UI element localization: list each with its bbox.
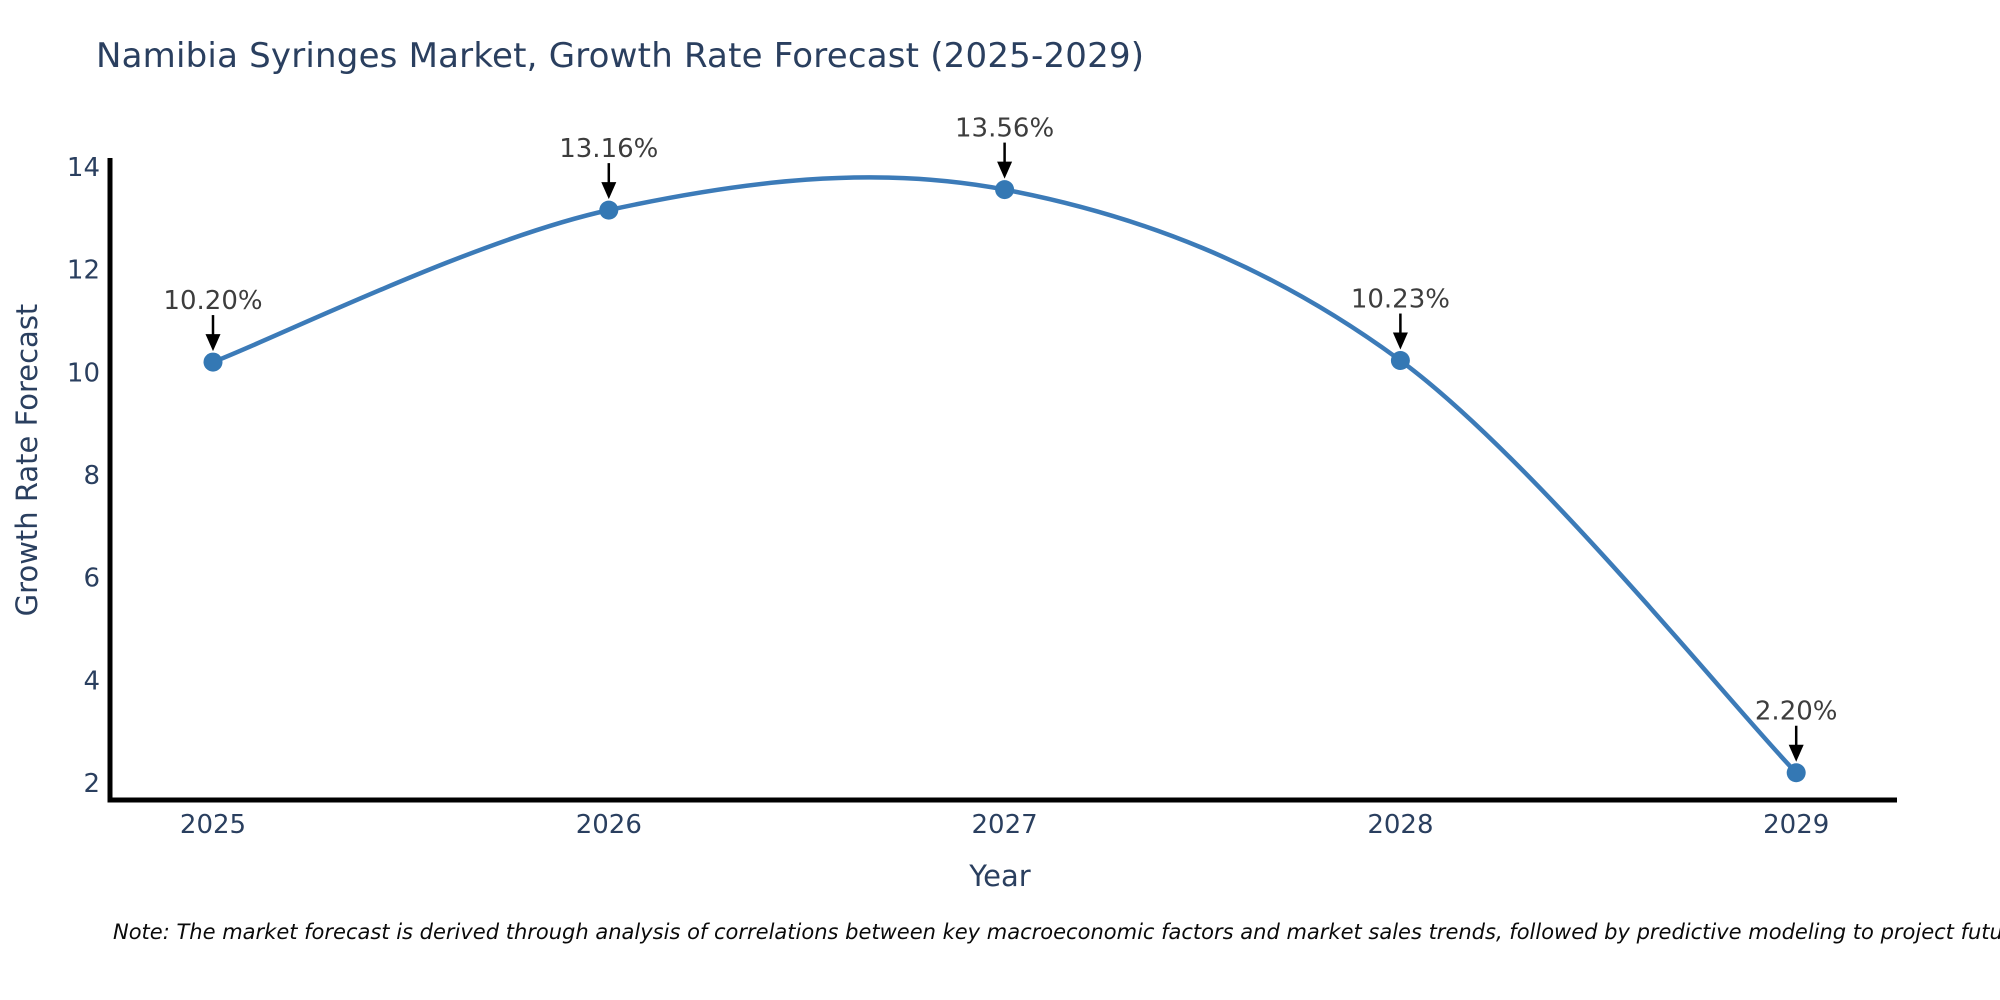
annotation-arrow-head (997, 161, 1013, 179)
data-point-marker (1390, 351, 1410, 371)
data-point-marker (203, 352, 223, 372)
y-tick-label: 12 (67, 256, 100, 286)
data-point-marker (1786, 763, 1806, 783)
chart-title: Namibia Syringes Market, Growth Rate For… (96, 36, 1145, 76)
point-annotation-label: 10.20% (163, 286, 262, 316)
data-point-marker (995, 180, 1015, 200)
y-tick-label: 6 (83, 564, 100, 594)
annotation-arrow-head (601, 182, 617, 200)
x-tick-label: 2029 (1763, 810, 1829, 840)
axis-frame (107, 158, 1897, 803)
x-axis-title: Year (969, 859, 1031, 893)
annotation-arrow-head (1788, 744, 1804, 762)
point-annotation-label: 10.23% (1351, 285, 1450, 315)
y-tick-label: 10 (67, 358, 100, 388)
x-tick-label: 2026 (576, 810, 642, 840)
point-annotation-label: 2.20% (1755, 697, 1838, 727)
point-annotation-label: 13.16% (559, 134, 658, 164)
footnote: Note: The market forecast is derived thr… (113, 920, 2000, 944)
y-tick-label: 8 (83, 461, 100, 491)
forecast-line (210, 175, 1799, 775)
y-tick-label: 14 (67, 153, 100, 183)
data-point-marker (599, 200, 619, 220)
annotation-arrow-head (1392, 332, 1408, 350)
point-annotation-label: 13.56% (955, 114, 1054, 144)
annotation-arrow-head (205, 334, 221, 352)
x-tick-label: 2025 (180, 810, 246, 840)
x-tick-label: 2028 (1367, 810, 1433, 840)
y-tick-label: 4 (83, 666, 100, 696)
y-tick-label: 2 (83, 769, 100, 799)
x-tick-label: 2027 (972, 810, 1038, 840)
